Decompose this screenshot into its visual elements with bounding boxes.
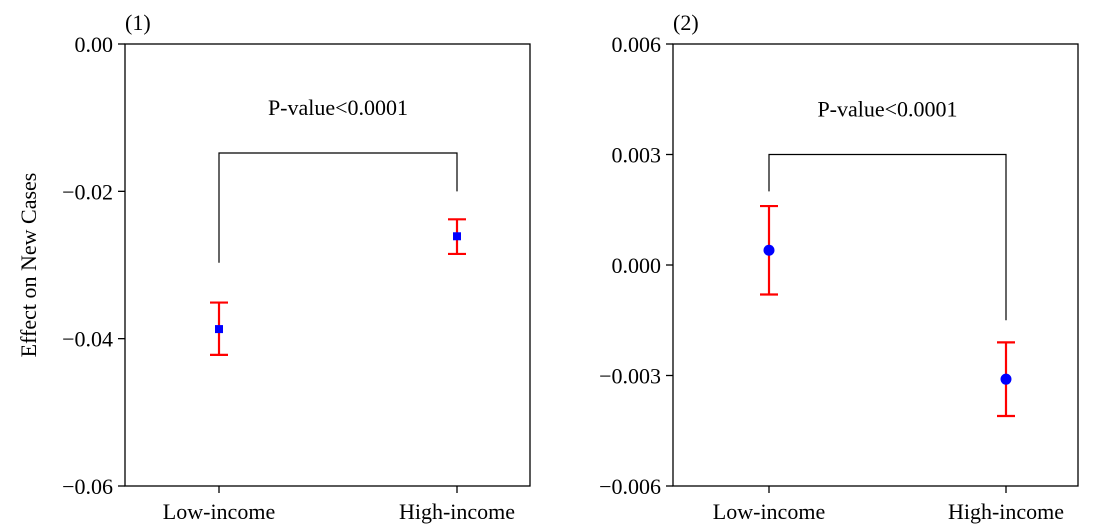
y-tick-label: −0.006 bbox=[599, 474, 661, 499]
panel-1-y-axis-label: Effect on New Cases bbox=[16, 173, 41, 358]
x-tick-label: Low-income bbox=[713, 499, 825, 524]
y-tick-label: 0.003 bbox=[612, 143, 662, 168]
point-marker bbox=[453, 232, 461, 241]
panel-1-x-ticks: Low-income High-income bbox=[163, 486, 515, 524]
panel-1-data-points bbox=[210, 218, 466, 356]
p-value-label: P-value<0.0001 bbox=[817, 97, 957, 122]
y-tick-label: −0.02 bbox=[62, 179, 113, 204]
bracket-line bbox=[218, 152, 458, 263]
panel-2-significance-bracket: P-value<0.0001 bbox=[768, 97, 1007, 321]
panel-2-y-ticks: 0.006 0.003 0.000 −0.003 −0.006 bbox=[599, 32, 673, 499]
panel-2: (2) 0.006 0.003 0.000 −0.003 −0.006 Low-inco… bbox=[599, 10, 1079, 524]
panel-2-x-ticks: Low-income High-income bbox=[713, 486, 1064, 524]
panel-1-label: (1) bbox=[125, 10, 151, 35]
panel-2-label: (2) bbox=[673, 10, 699, 35]
panel-1: (1) Effect on New Cases 0.00 −0.02 −0.04 −0… bbox=[16, 10, 531, 524]
point-marker bbox=[215, 325, 223, 334]
point-marker bbox=[1000, 373, 1012, 385]
x-tick-label: High-income bbox=[948, 499, 1064, 524]
panel-2-data-points bbox=[760, 204, 1015, 418]
p-value-label: P-value<0.0001 bbox=[268, 95, 408, 120]
point-marker bbox=[763, 244, 775, 256]
y-tick-label: 0.006 bbox=[612, 32, 662, 57]
x-tick-label: High-income bbox=[399, 499, 515, 524]
bracket-line bbox=[768, 153, 1007, 321]
panel-1-y-ticks: 0.00 −0.02 −0.04 −0.06 bbox=[62, 32, 125, 499]
panel-1-significance-bracket: P-value<0.0001 bbox=[218, 95, 458, 263]
x-tick-label: Low-income bbox=[163, 499, 275, 524]
y-tick-label: −0.06 bbox=[62, 474, 113, 499]
panel-1-plot-frame bbox=[124, 43, 531, 487]
y-tick-label: 0.000 bbox=[612, 253, 662, 278]
y-tick-label: −0.04 bbox=[62, 327, 113, 352]
y-tick-label: −0.003 bbox=[599, 364, 661, 389]
y-tick-label: 0.00 bbox=[75, 32, 114, 57]
